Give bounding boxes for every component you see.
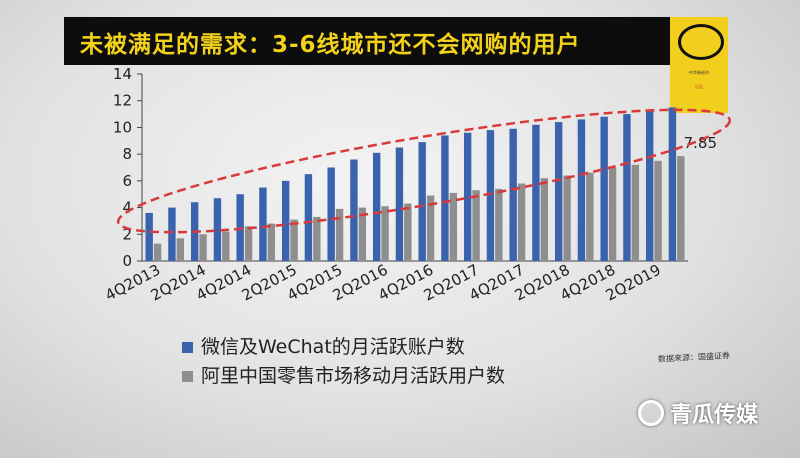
bar-alibaba xyxy=(313,216,321,261)
chart-bars xyxy=(145,107,685,262)
title-bar xyxy=(64,17,670,65)
bar-wechat xyxy=(532,124,540,261)
bar-wechat xyxy=(395,147,404,261)
bar-alibaba xyxy=(631,164,640,261)
legend-label: 阿里中国零售市场移动月活跃用户数 xyxy=(201,365,505,387)
bar-alibaba xyxy=(222,231,230,261)
bar-alibaba xyxy=(586,172,594,261)
data-label: 7.85 xyxy=(684,134,717,152)
bar-wechat xyxy=(350,159,358,261)
bar-alibaba xyxy=(176,238,185,261)
bar-alibaba xyxy=(404,203,412,261)
bar-alibaba xyxy=(290,219,298,261)
bar-wechat xyxy=(145,212,153,261)
watermark-logo-icon xyxy=(638,400,664,426)
bar-wechat xyxy=(236,194,244,261)
bar-wechat xyxy=(213,198,222,261)
legend-swatch-wechat xyxy=(182,342,193,353)
bar-wechat xyxy=(577,119,586,262)
bar-alibaba xyxy=(426,195,435,261)
bar-alibaba xyxy=(267,223,276,261)
bar-alibaba xyxy=(199,234,207,261)
y-tick-label: 4 xyxy=(122,199,132,217)
watermark: 青瓜传媒 xyxy=(638,396,758,430)
bar-alibaba xyxy=(563,175,571,261)
bar-wechat xyxy=(259,187,267,261)
bar-alibaba xyxy=(654,160,662,261)
y-tick-label: 14 xyxy=(113,65,132,83)
bar-alibaba xyxy=(495,188,503,261)
y-tick-label: 2 xyxy=(122,225,132,243)
bar-wechat xyxy=(304,174,313,261)
brand-logo-icon xyxy=(678,24,724,60)
highlight-ellipse xyxy=(116,108,732,234)
chart-overlay xyxy=(116,108,732,234)
y-tick-label: 0 xyxy=(122,252,132,270)
brand-logo-text: 中华新经济 xyxy=(689,70,709,75)
bar-wechat xyxy=(463,132,472,261)
bar-wechat xyxy=(554,122,563,261)
bar-wechat xyxy=(668,107,677,262)
bar-alibaba xyxy=(153,243,162,261)
y-tick-label: 8 xyxy=(122,145,132,163)
bar-wechat xyxy=(441,135,449,261)
y-tick-label: 10 xyxy=(113,118,132,136)
legend-label: 微信及WeChat的月活跃账户数 xyxy=(201,336,465,358)
chart-title: 未被满足的需求：3-6线城市还不会网购的用户 xyxy=(80,32,581,58)
bar-wechat xyxy=(168,207,176,261)
bar-alibaba xyxy=(517,183,526,261)
bar-wechat xyxy=(418,142,426,261)
bar-wechat xyxy=(623,114,631,261)
bar-wechat xyxy=(486,130,495,261)
brand-logo-subtext: 出品 xyxy=(695,84,703,89)
bar-alibaba xyxy=(472,190,480,261)
bar-alibaba xyxy=(540,178,549,261)
y-tick-label: 12 xyxy=(113,92,132,110)
bar-wechat xyxy=(600,116,608,261)
y-tick-label: 6 xyxy=(122,172,132,190)
watermark-text: 青瓜传媒 xyxy=(670,403,759,428)
bar-wechat xyxy=(281,180,290,261)
bar-alibaba xyxy=(381,206,389,261)
bar-alibaba xyxy=(677,156,685,261)
bar-wechat xyxy=(509,128,517,261)
bar-wechat xyxy=(645,110,654,261)
bar-alibaba xyxy=(358,207,367,261)
bar-wechat xyxy=(372,152,381,261)
bar-alibaba xyxy=(335,208,344,261)
bar-alibaba xyxy=(244,226,253,261)
bar-wechat xyxy=(327,167,335,261)
bar-alibaba xyxy=(608,167,617,261)
legend-swatch-alibaba xyxy=(182,371,193,382)
bar-alibaba xyxy=(449,192,458,261)
